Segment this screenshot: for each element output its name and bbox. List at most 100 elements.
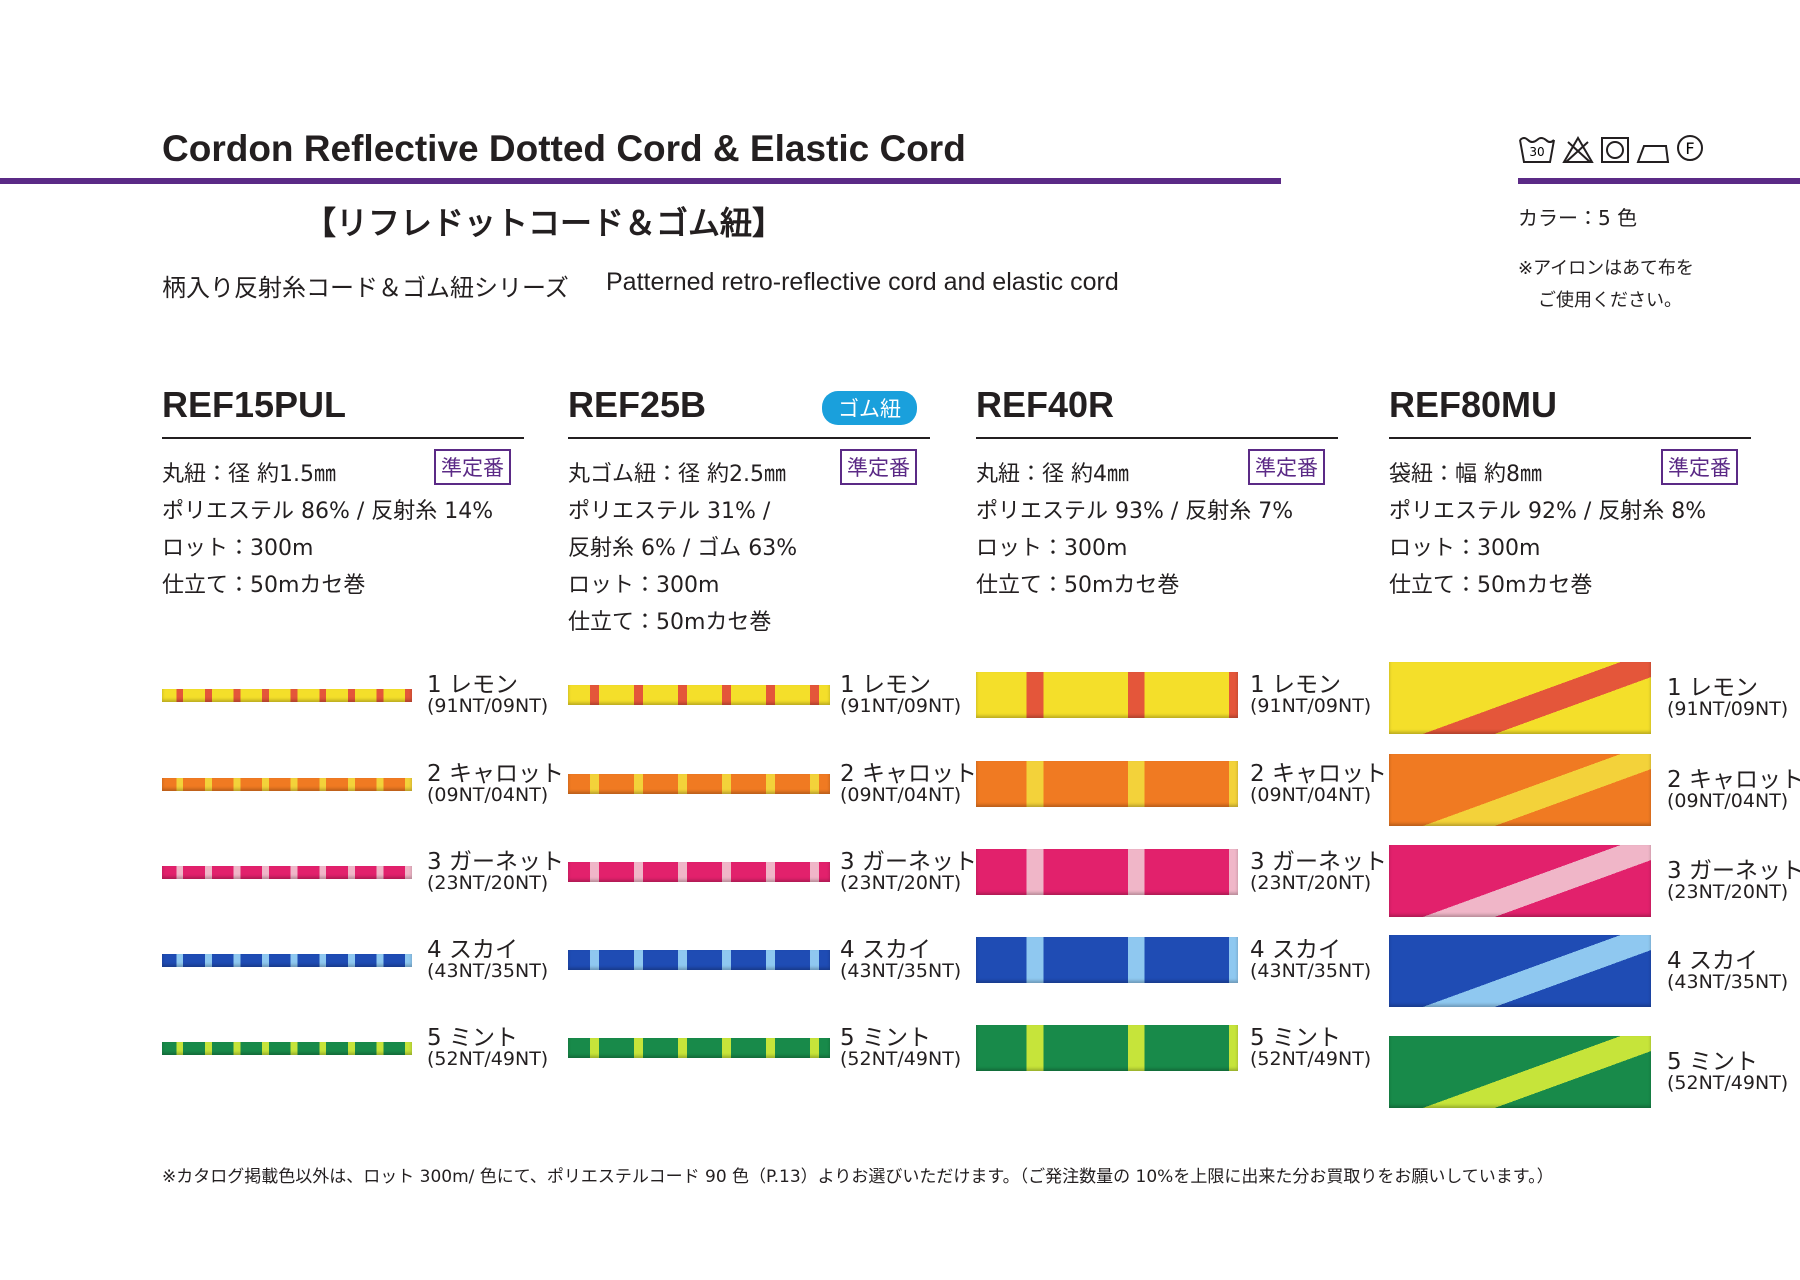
cord-swatch [1389,935,1651,1007]
color-code: (23NT/20NT) [1250,872,1372,894]
product-spec: 反射糸 6% / ゴム 63% [568,536,798,561]
cord-swatch [162,777,412,791]
sidebar-note: ご使用ください。 [1538,290,1682,311]
product-code: REF15PUL [162,384,347,425]
page-title: Cordon Reflective Dotted Cord & Elastic … [162,128,966,169]
color-name: 5 ミント [427,1025,518,1051]
sidebar-colors: カラー：5 色 [1518,206,1638,230]
title-rule [0,178,1281,184]
series-jp: 柄入り反射糸コード＆ゴム紐シリーズ [162,274,569,302]
color-name: 3 ガーネット [840,849,977,875]
cord-swatch [568,774,830,794]
color-code: (91NT/09NT) [1250,695,1372,717]
color-name: 2 キャロット [1250,761,1387,787]
product-code: REF80MU [1389,384,1558,425]
color-code: (52NT/49NT) [1250,1048,1372,1070]
product-underline [976,437,1338,439]
color-name: 2 キャロット [427,761,564,787]
color-code: (23NT/20NT) [427,872,549,894]
color-code: (43NT/35NT) [1250,960,1372,982]
color-code: (09NT/04NT) [427,784,549,806]
cord-swatch [162,1041,412,1055]
product-spec: ロット：300m [976,536,1128,561]
cord-swatch [1389,662,1651,734]
cord-swatch [568,1038,830,1058]
cord-swatch [162,865,412,879]
color-code: (52NT/49NT) [840,1048,962,1070]
product-spec: 丸紐：径 約4㎜ [976,462,1129,487]
wash-icon [1519,139,1555,163]
product-code: REF40R [976,384,1115,425]
cord-swatch [976,849,1238,895]
color-name: 1 レモン [427,672,518,698]
cord-swatch [976,672,1238,718]
color-code: (91NT/09NT) [840,695,962,717]
product-underline [162,437,524,439]
color-name: 3 ガーネット [1250,849,1387,875]
product-tag: 準定番 [1661,449,1738,485]
color-name: 2 キャロット [1667,767,1800,793]
product-tag: 準定番 [434,449,511,485]
color-name: 1 レモン [1667,675,1758,701]
color-code: (09NT/04NT) [1250,784,1372,806]
cord-swatch [976,761,1238,807]
color-name: 3 ガーネット [427,849,564,875]
color-name: 1 レモン [840,672,931,698]
color-code: (09NT/04NT) [1667,790,1789,812]
product-spec: 仕立て：50mカセ巻 [162,573,366,598]
sidebar-note: ※アイロンはあて布を [1518,258,1694,279]
wash-temp: 30 [1529,145,1544,159]
cord-swatch [1389,754,1651,826]
product-spec: ポリエステル 93% / 反射糸 7% [976,499,1294,524]
color-code: (91NT/09NT) [1667,698,1789,720]
cord-swatch [976,937,1238,983]
color-name: 5 ミント [1667,1049,1758,1075]
series-en: Patterned retro-reflective cord and elas… [606,268,1119,296]
color-name: 4 スカイ [1250,937,1341,963]
color-code: (43NT/35NT) [1667,971,1789,993]
product-spec: 仕立て：50mカセ巻 [1389,573,1593,598]
product-spec: ポリエステル 86% / 反射糸 14% [162,499,494,524]
cord-swatch [568,862,830,882]
wash-wave [1519,137,1555,143]
product-spec: ポリエステル 92% / 反射糸 8% [1389,499,1707,524]
product-underline [568,437,930,439]
iron-icon [1636,145,1670,163]
color-name: 5 ミント [840,1025,931,1051]
cord-swatch [162,953,412,967]
color-name: 4 スカイ [840,937,931,963]
color-code: (23NT/20NT) [840,872,962,894]
tumble-icon [1601,137,1629,163]
color-code: (09NT/04NT) [840,784,962,806]
cord-swatch [162,688,412,702]
color-name: 2 キャロット [840,761,977,787]
color-name: 1 レモン [1250,672,1341,698]
product-spec: 仕立て：50mカセ巻 [568,610,772,635]
product-spec: 仕立て：50mカセ巻 [976,573,1180,598]
product-tag: 準定番 [1248,449,1325,485]
sidebar-rule [1518,178,1800,184]
subtitle-jp: 【リフレドットコード＆ゴム紐】 [304,204,785,242]
color-code: (23NT/20NT) [1667,881,1789,903]
dryclean-letter: F [1685,139,1694,158]
product-spec: 丸紐：径 約1.5㎜ [162,462,336,487]
color-code: (43NT/35NT) [840,960,962,982]
color-name: 5 ミント [1250,1025,1341,1051]
care-icons: 30 F [1519,135,1703,163]
product-spec: ポリエステル 31% / [568,499,771,524]
color-name: 3 ガーネット [1667,858,1800,884]
cord-swatch [1389,1036,1651,1108]
color-name: 4 スカイ [427,937,518,963]
color-code: (52NT/49NT) [1667,1072,1789,1094]
product-badge: ゴム紐 [822,391,917,425]
cord-swatch [568,950,830,970]
color-code: (43NT/35NT) [427,960,549,982]
color-code: (91NT/09NT) [427,695,549,717]
color-code: (52NT/49NT) [427,1048,549,1070]
product-spec: 袋紐：幅 約8㎜ [1389,462,1542,487]
color-name: 4 スカイ [1667,948,1758,974]
footer-note: ※カタログ掲載色以外は、ロット 300m/ 色にて、ポリエステルコード 90 色… [162,1167,1554,1187]
product-spec: ロット：300m [162,536,314,561]
product-underline [1389,437,1751,439]
